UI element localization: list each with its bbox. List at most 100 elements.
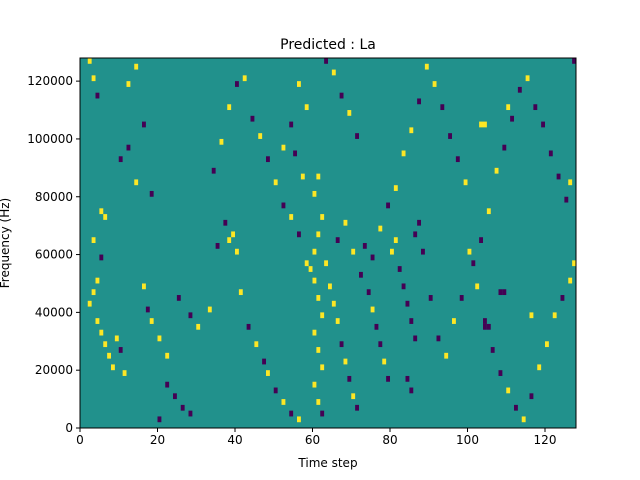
heatmap-cell — [366, 289, 371, 296]
heatmap-cell — [483, 318, 487, 324]
heatmap-cell — [339, 92, 344, 99]
heatmap-cell — [87, 300, 92, 307]
heatmap-cell — [572, 58, 577, 64]
heatmap-cell — [103, 214, 108, 220]
heatmap-cell — [273, 387, 278, 394]
heatmap-cell — [370, 254, 375, 261]
heatmap-cell — [134, 63, 139, 70]
heatmap-cell — [362, 243, 367, 249]
heatmap-cell — [331, 300, 336, 307]
heatmap-cell — [417, 219, 422, 226]
heatmap-cell — [196, 323, 201, 330]
heatmap-cell — [266, 156, 270, 163]
heatmap-cell — [424, 63, 429, 70]
heatmap-cell — [188, 312, 193, 319]
heatmap-cell — [409, 127, 414, 134]
y-tick-label: 20000 — [35, 363, 73, 377]
heatmap-cell — [211, 167, 216, 174]
heatmap-cells — [87, 58, 577, 423]
heatmap-cell — [533, 104, 538, 111]
heatmap-cell — [479, 121, 484, 128]
heatmap-cell — [440, 104, 445, 111]
heatmap-cell — [312, 329, 317, 336]
heatmap-cell — [529, 393, 534, 400]
heatmap-cell — [486, 208, 491, 215]
x-tick-label: 40 — [227, 433, 242, 447]
y-axis-label: Frequency (Hz) — [0, 198, 12, 289]
y-tick-label: 100000 — [27, 132, 73, 146]
x-axis-label: Time step — [297, 456, 357, 470]
heatmap-cell — [459, 295, 464, 301]
heatmap-cell — [145, 306, 150, 313]
heatmap-cell — [304, 104, 309, 111]
heatmap-cell — [122, 370, 127, 376]
heatmap-cell — [281, 144, 286, 151]
heatmap-cell — [343, 219, 348, 226]
heatmap-cell — [494, 167, 499, 174]
heatmap-cell — [312, 190, 317, 197]
heatmap-cell — [405, 300, 410, 307]
x-tick-label: 60 — [305, 433, 320, 447]
heatmap-cell — [506, 387, 511, 394]
heatmap-cell — [235, 248, 239, 255]
heatmap-cell — [525, 75, 530, 82]
heatmap-cell — [324, 260, 329, 267]
heatmap-cell — [359, 271, 363, 278]
heatmap-cell — [374, 323, 379, 330]
heatmap-cell — [401, 150, 406, 157]
heatmap-cell — [246, 323, 251, 330]
x-tick-label: 120 — [534, 433, 557, 447]
heatmap-cell — [320, 312, 325, 319]
heatmap-cell — [142, 283, 146, 290]
y-axis: 0 20000 40000 60000 80000 100000 120000 — [27, 74, 80, 435]
heatmap-cell — [339, 341, 344, 348]
heatmap-cell — [316, 295, 321, 301]
heatmap-cell — [463, 179, 468, 186]
heatmap-cell — [258, 133, 263, 139]
heatmap-cell — [107, 352, 112, 359]
heatmap-cell — [173, 393, 177, 400]
heatmap-cell — [149, 318, 154, 324]
heatmap-cell — [316, 399, 321, 405]
heatmap-cell — [297, 231, 301, 238]
heatmap-cell — [324, 58, 329, 64]
heatmap-cell — [281, 202, 286, 209]
heatmap-cell — [87, 58, 92, 64]
heatmap-cell — [312, 277, 317, 284]
heatmap-cell — [502, 289, 507, 296]
heatmap-cell — [355, 133, 360, 139]
plot-frame — [79, 57, 577, 429]
heatmap-cell — [421, 248, 425, 255]
chart-title: Predicted : La — [280, 37, 376, 53]
heatmap-cell — [149, 190, 154, 197]
heatmap-cell — [355, 404, 360, 411]
heatmap-cell — [386, 202, 391, 209]
plot-background — [80, 58, 576, 428]
heatmap-cell — [386, 375, 391, 382]
heatmap-cell — [308, 266, 313, 272]
heatmap-cell — [572, 260, 577, 267]
y-tick-label: 120000 — [27, 74, 73, 88]
heatmap-cell — [506, 104, 511, 111]
heatmap-cell — [393, 185, 398, 191]
heatmap-cell — [176, 295, 181, 301]
y-tick-label: 40000 — [35, 305, 73, 319]
heatmap-cell — [521, 416, 526, 423]
y-tick-label: 80000 — [35, 190, 73, 204]
heatmap-cell — [514, 404, 518, 411]
heatmap-cell — [165, 352, 170, 359]
heatmap-cell — [343, 358, 348, 365]
heatmap-cell — [328, 283, 332, 290]
heatmap-cell — [475, 283, 480, 290]
heatmap-cell — [483, 121, 487, 128]
heatmap-cell — [242, 75, 247, 82]
heatmap-cell — [281, 399, 286, 405]
heatmap-cell — [428, 295, 433, 301]
heatmap-cell — [289, 410, 294, 417]
heatmap-cell — [483, 323, 487, 330]
heatmap-cell — [91, 289, 96, 296]
heatmap-cell — [95, 92, 100, 99]
heatmap-cell — [91, 75, 96, 82]
heatmap-cell — [413, 231, 418, 238]
heatmap-cell — [91, 237, 96, 243]
